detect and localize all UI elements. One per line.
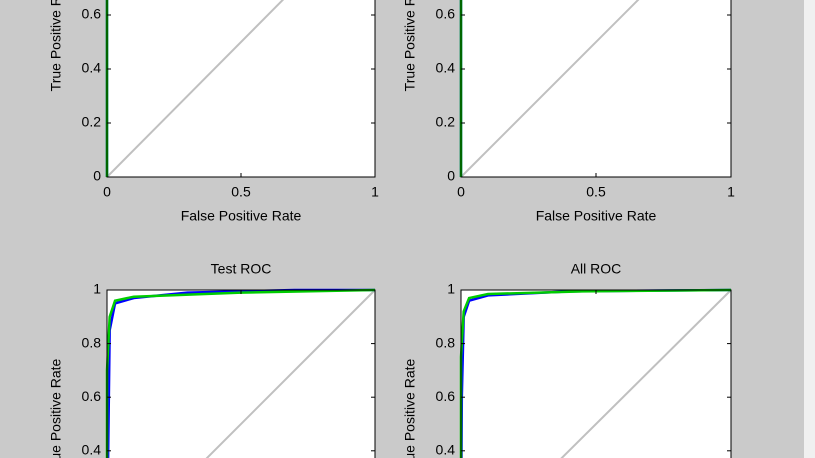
y-tick-label: 0.4 bbox=[436, 442, 456, 458]
y-tick-label: 1 bbox=[447, 281, 455, 297]
plot-area bbox=[461, 0, 731, 177]
x-tick-label: 1 bbox=[371, 184, 379, 200]
subplot: 00.20.40.60.8100.51True Positive RateTes… bbox=[48, 261, 376, 458]
y-tick-label: 0.6 bbox=[436, 6, 456, 22]
y-tick-label: 0 bbox=[93, 168, 101, 184]
x-tick-label: 0.5 bbox=[231, 184, 251, 200]
y-tick-label: 0.4 bbox=[82, 442, 102, 458]
y-axis-label: True Positive Rate bbox=[48, 0, 64, 91]
y-tick-label: 0.6 bbox=[82, 6, 102, 22]
y-tick-label: 0.8 bbox=[436, 334, 456, 350]
y-tick-label: 1 bbox=[93, 281, 101, 297]
x-axis-label: False Positive Rate bbox=[536, 208, 657, 224]
y-tick-label: 0.8 bbox=[82, 334, 102, 350]
y-tick-label: 0.2 bbox=[436, 114, 456, 130]
plot-area bbox=[107, 290, 375, 458]
x-axis-label: False Positive Rate bbox=[181, 208, 302, 224]
y-tick-label: 0.6 bbox=[82, 388, 102, 404]
reference-diagonal bbox=[460, 0, 640, 178]
y-tick-label: 0.4 bbox=[436, 60, 456, 76]
y-tick-label: 0.4 bbox=[82, 60, 102, 76]
y-axis-label: True Positive Rate bbox=[402, 0, 418, 91]
plot-area bbox=[461, 290, 731, 458]
x-tick-label: 0 bbox=[457, 184, 465, 200]
y-tick-label: 0.2 bbox=[82, 114, 102, 130]
x-tick-label: 0.5 bbox=[586, 184, 606, 200]
reference-diagonal bbox=[560, 289, 732, 458]
subplot: 00.20.40.60.8100.51True Positive RateAll… bbox=[402, 261, 732, 458]
y-tick-label: 0.6 bbox=[436, 388, 456, 404]
y-tick-label: 0 bbox=[447, 168, 455, 184]
reference-diagonal bbox=[106, 0, 285, 178]
reference-diagonal bbox=[205, 289, 376, 458]
chart-title: Test ROC bbox=[211, 261, 272, 277]
plot-area bbox=[107, 0, 375, 177]
x-tick-label: 0 bbox=[103, 184, 111, 200]
x-tick-label: 1 bbox=[727, 184, 735, 200]
y-axis-label: True Positive Rate bbox=[402, 358, 418, 458]
window-edge bbox=[804, 0, 815, 458]
y-axis-label: True Positive Rate bbox=[48, 358, 64, 458]
chart-title: All ROC bbox=[571, 261, 622, 277]
